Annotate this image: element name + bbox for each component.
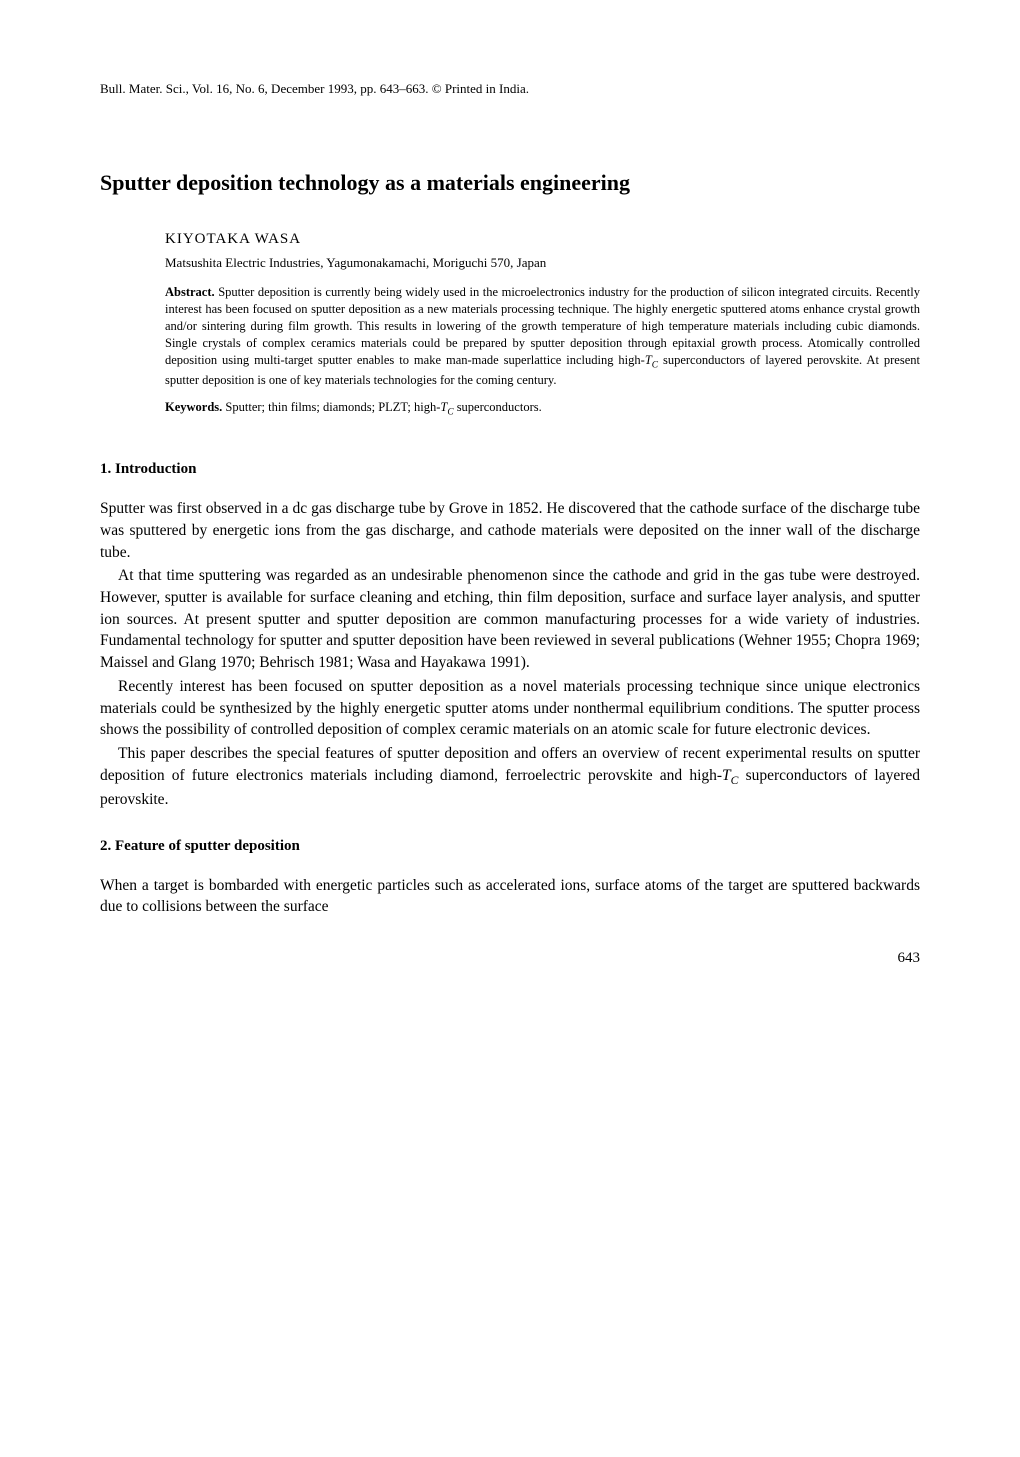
paragraph: At that time sputtering was regarded as …	[100, 565, 920, 673]
paragraph: Recently interest has been focused on sp…	[100, 676, 920, 741]
paragraph: When a target is bombarded with energeti…	[100, 875, 920, 918]
section-2-heading: 2. Feature of sputter deposition	[100, 836, 920, 857]
page-number: 643	[100, 948, 920, 969]
author-block: KIYOTAKA WASA Matsushita Electric Indust…	[165, 229, 920, 272]
keywords-block: Keywords. Sputter; thin films; diamonds;…	[165, 399, 920, 420]
tc-symbol: TC	[440, 400, 453, 414]
paragraph: Sputter was first observed in a dc gas d…	[100, 498, 920, 563]
tc-symbol: TC	[722, 767, 738, 784]
author-affiliation: Matsushita Electric Industries, Yagumona…	[165, 254, 920, 272]
abstract-block: Abstract. Sputter deposition is currentl…	[165, 284, 920, 389]
keywords-text-cont: superconductors.	[454, 400, 542, 414]
paragraph: This paper describes the special feature…	[100, 743, 920, 811]
section-1-heading: 1. Introduction	[100, 459, 920, 480]
abstract-label: Abstract.	[165, 285, 215, 299]
section-2-body: When a target is bombarded with energeti…	[100, 875, 920, 918]
keywords-label: Keywords.	[165, 400, 222, 414]
keywords-text: Sputter; thin films; diamonds; PLZT; hig…	[225, 400, 440, 414]
paper-title: Sputter deposition technology as a mater…	[100, 168, 920, 199]
author-name: KIYOTAKA WASA	[165, 229, 920, 250]
section-1-body: Sputter was first observed in a dc gas d…	[100, 498, 920, 810]
tc-symbol: TC	[645, 353, 658, 367]
journal-header: Bull. Mater. Sci., Vol. 16, No. 6, Decem…	[100, 80, 920, 98]
